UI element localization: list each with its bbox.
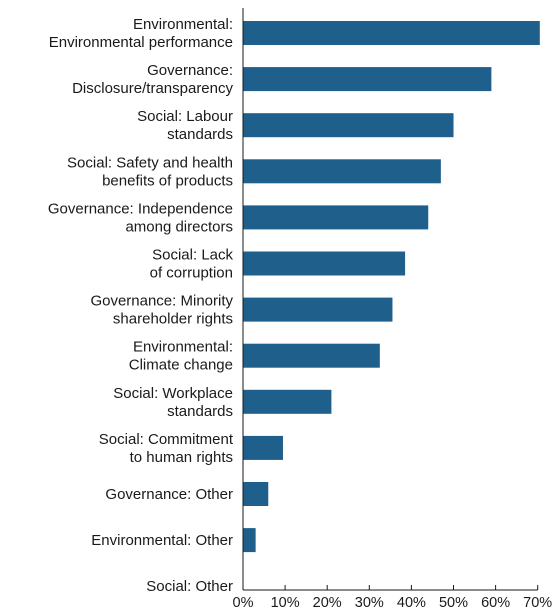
category-label-line: among directors [125,218,233,235]
bar-5 [243,251,406,276]
category-label-line: Social: Workplace [113,385,233,402]
category-label-line: Environmental: [133,16,233,33]
bar-6 [243,297,393,322]
x-tick-label-0: 0% [233,595,254,610]
x-tick-label-4: 40% [397,595,426,610]
category-label-7: Environmental: Climate change [129,339,233,374]
x-tick-label-1: 10% [271,595,300,610]
category-label-line: Social: Safety and health [67,154,233,171]
category-label-line: shareholder rights [113,311,233,328]
category-label-6: Governance: Minority shareholder rights [90,293,233,328]
category-label-line: Social: Labour [137,108,233,125]
category-label-line: Disclosure/transparency [72,80,233,97]
x-tick-label-7: 70% [523,595,552,610]
bar-4 [243,205,429,230]
bar-10 [243,482,269,506]
category-label-line: benefits of products [102,172,233,189]
category-label-2: Social: Labour standards [137,108,233,143]
category-label-line: Governance: Independence [48,200,233,217]
category-label-line: Environmental: [133,339,233,356]
category-label-line: Environmental performance [49,34,233,51]
bar-1 [243,67,492,92]
category-label-line: standards [167,126,233,143]
category-label-10: Governance: Other [105,486,233,503]
category-label-3: Social: Safety and health benefits of pro… [67,154,233,189]
category-label-line: Climate change [129,357,233,374]
category-label-line: Social: Commitment [99,431,234,448]
bar-9 [243,435,283,460]
category-label-12: Social: Other [146,578,233,595]
category-label-11: Environmental: Other [91,532,233,549]
category-label-line: Governance: Minority [90,293,233,310]
bar-8 [243,389,332,414]
category-label-line: standards [167,403,233,420]
x-tick-label-2: 20% [313,595,342,610]
bar-7 [243,343,380,368]
bar-2 [243,113,454,138]
category-label-line: Governance: [147,62,233,79]
bar-3 [243,159,441,184]
category-label-line: Governance: Other [105,486,233,503]
x-tick-label-3: 30% [355,595,384,610]
category-label-1: Governance: Disclosure/transparency [72,62,233,97]
category-label-4: Governance: Independence among directors [48,200,233,235]
category-label-0: Environmental: Environmental performance [49,16,233,51]
category-label-5: Social: Lack of corruption [150,247,234,282]
category-label-line: of corruption [150,265,233,282]
x-tick-label-5: 50% [439,595,468,610]
category-label-line: to human rights [130,449,233,466]
bar-0 [243,21,540,45]
category-label-line: Social: Other [146,578,233,595]
x-tick-label-6: 60% [481,595,510,610]
bar-11 [243,528,256,553]
category-label-line: Social: Lack [152,247,233,264]
category-label-8: Social: Workplace standards [113,385,233,420]
category-label-line: Environmental: Other [91,532,233,549]
category-label-9: Social: Commitment to human rights [99,431,234,466]
